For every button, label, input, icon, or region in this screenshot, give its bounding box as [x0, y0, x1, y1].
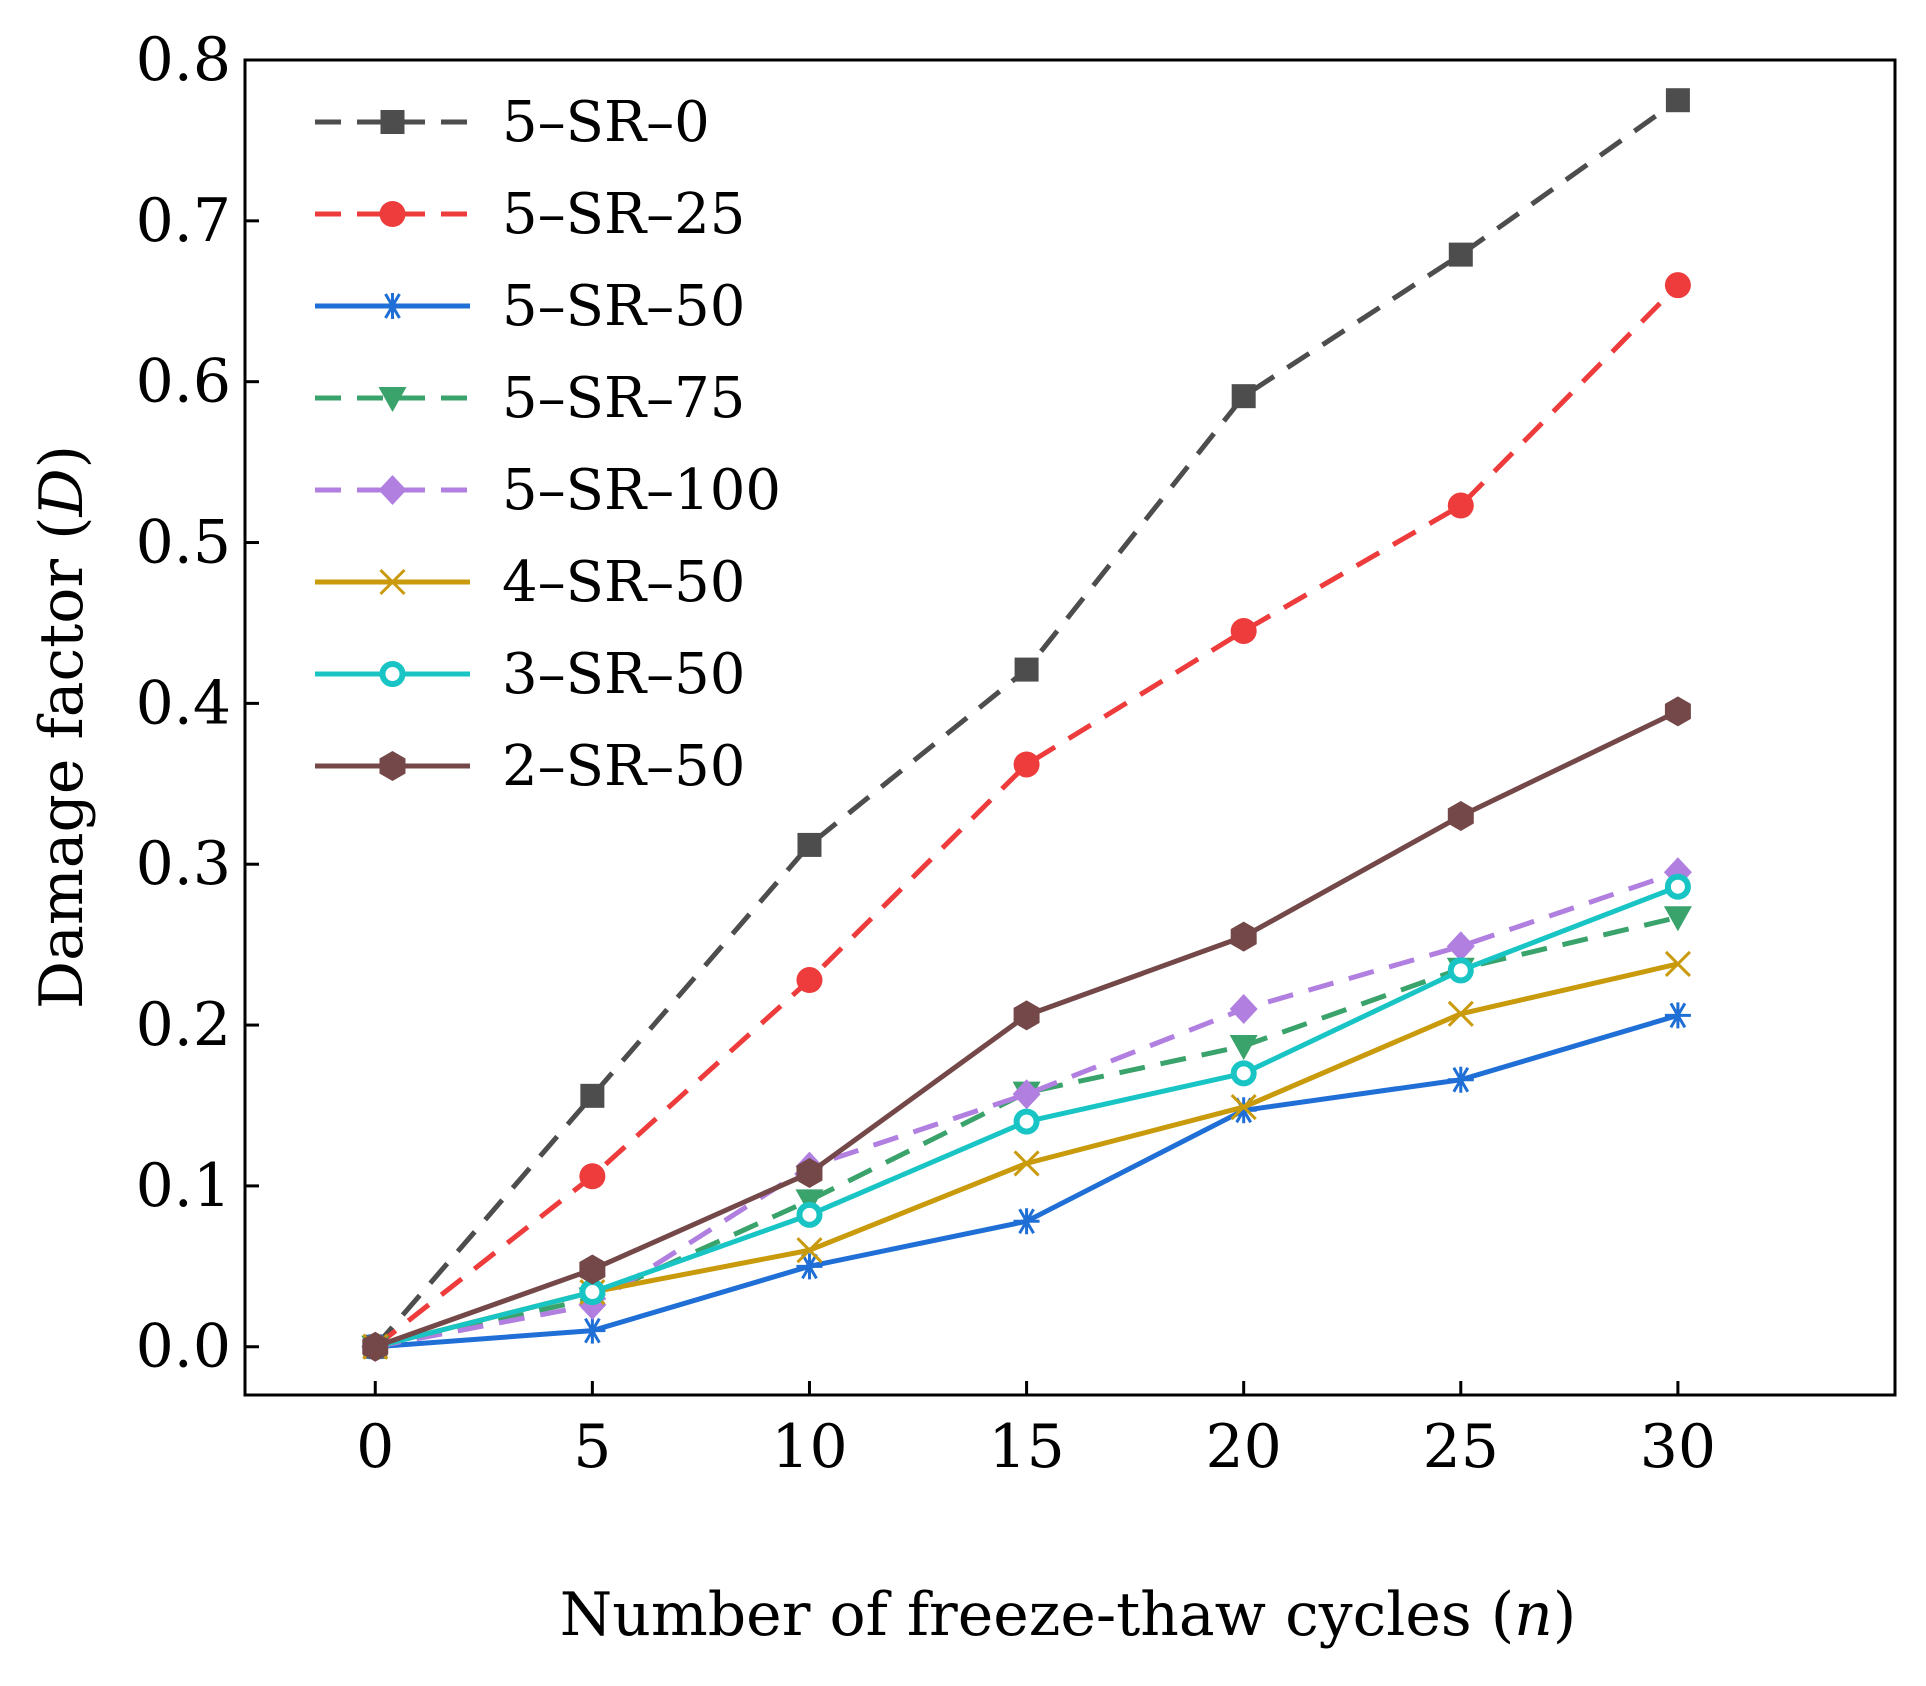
y-axis-ticks: 0.0 0.1 0.2 0.3 0.4 0.5 0.6 0.7 0.8 — [136, 25, 259, 1382]
data-point — [1447, 1000, 1474, 1027]
data-point — [1013, 1108, 1040, 1135]
data-point — [1230, 1094, 1257, 1121]
data-point — [796, 1237, 823, 1264]
data-point — [1230, 921, 1257, 952]
data-point — [1012, 1079, 1041, 1110]
x-tick-label: 25 — [1423, 1412, 1499, 1482]
y-tick-label: 0.7 — [136, 186, 231, 256]
data-point — [1447, 1066, 1474, 1093]
x-tick-label: 0 — [356, 1412, 394, 1482]
data-point — [1447, 492, 1474, 519]
data-point — [1664, 1002, 1691, 1029]
series-3-sr-50 — [362, 873, 1691, 1360]
data-point — [796, 1253, 823, 1280]
legend-label: 5–SR–75 — [502, 366, 745, 431]
legend-item-5-sr-75: 5–SR–75 — [315, 366, 745, 431]
data-point — [362, 1331, 389, 1362]
legend-swatch-marker — [379, 661, 406, 687]
data-point — [1665, 88, 1690, 113]
y-tick-label: 0.1 — [136, 1151, 231, 1221]
x-tick-label: 30 — [1640, 1412, 1716, 1482]
legend-label: 3–SR–50 — [502, 642, 745, 707]
data-point — [796, 1158, 823, 1189]
legend-swatch-marker — [379, 568, 406, 596]
y-tick-label: 0.8 — [136, 25, 231, 95]
data-point — [1664, 950, 1691, 978]
data-point — [797, 832, 822, 857]
y-tick-label: 0.6 — [136, 347, 231, 417]
legend-swatch-marker — [380, 110, 405, 134]
series-layer — [361, 88, 1692, 1362]
legend-item-3-sr-50: 3–SR–50 — [315, 642, 745, 707]
x-tick-label: 5 — [573, 1412, 611, 1482]
data-point — [579, 1279, 606, 1306]
data-point — [1447, 800, 1474, 831]
data-point — [1013, 751, 1040, 778]
data-point — [579, 1317, 606, 1344]
legend-label: 5–SR–50 — [502, 274, 745, 339]
legend-label: 4–SR–50 — [502, 550, 745, 615]
legend-swatch-marker — [379, 201, 406, 227]
legend: 5–SR–0 5–SR–25 5–SR–50 5–SR–75 5–SR–100 4–SR–… — [315, 90, 781, 799]
data-point — [1446, 931, 1475, 962]
y-axis-title-variable: D — [27, 468, 97, 517]
data-point — [1229, 1034, 1258, 1060]
legend-label: 2–SR–50 — [502, 734, 745, 799]
data-point — [1448, 242, 1473, 267]
legend-item-5-sr-100: 5–SR–100 — [315, 458, 781, 523]
data-point — [1229, 993, 1258, 1024]
y-axis-title-text: Damage factor — [27, 559, 97, 1009]
data-point — [1663, 906, 1692, 932]
y-axis-title: Damage factor (D) — [27, 445, 97, 1009]
legend-swatch-marker — [379, 751, 406, 781]
y-tick-label: 0.0 — [136, 1312, 231, 1382]
x-axis-ticks: 0 5 10 15 20 25 30 — [356, 1381, 1716, 1482]
y-tick-label: 0.2 — [136, 990, 231, 1060]
data-point — [1013, 1150, 1040, 1177]
series-2-sr-50 — [362, 696, 1691, 1362]
y-tick-label: 0.3 — [136, 829, 231, 899]
legend-label: 5–SR–0 — [502, 90, 710, 155]
data-point — [1013, 1208, 1040, 1235]
plot-frame — [243, 58, 1897, 1397]
data-point — [1231, 384, 1256, 409]
data-point — [1014, 657, 1039, 682]
legend-swatch-marker — [378, 387, 407, 412]
data-point — [1664, 696, 1691, 727]
x-axis-title: Number of freeze-thaw cycles (n) — [560, 1580, 1577, 1650]
data-point — [796, 967, 823, 994]
data-point — [1230, 617, 1257, 644]
data-point — [1230, 1097, 1257, 1124]
data-point — [1230, 1060, 1257, 1087]
data-point — [579, 1163, 606, 1190]
x-axis-title-variable: n — [1514, 1580, 1553, 1650]
data-point — [1664, 272, 1691, 299]
data-point — [796, 1201, 823, 1228]
legend-item-5-sr-25: 5–SR–25 — [315, 182, 745, 247]
x-axis-title-text: Number of freeze-thaw cycles — [560, 1580, 1472, 1650]
legend-label: 5–SR–25 — [502, 182, 745, 247]
data-point — [1013, 1000, 1040, 1031]
series-line — [373, 283, 1680, 1349]
x-tick-label: 20 — [1206, 1412, 1282, 1482]
x-tick-label: 15 — [988, 1412, 1064, 1482]
legend-swatch-marker — [379, 293, 406, 319]
data-point — [580, 1083, 605, 1108]
data-point — [1664, 873, 1691, 900]
y-tick-label: 0.5 — [136, 508, 231, 578]
legend-label: 5–SR–100 — [502, 458, 781, 523]
data-point — [1447, 957, 1474, 984]
data-point — [579, 1254, 606, 1285]
x-tick-label: 10 — [771, 1412, 847, 1482]
legend-item-4-sr-50: 4–SR–50 — [315, 550, 745, 615]
legend-item-2-sr-50: 2–SR–50 — [315, 734, 745, 799]
series-5-sr-25 — [362, 272, 1691, 1360]
legend-item-5-sr-0: 5–SR–0 — [315, 90, 710, 155]
legend-swatch-marker — [378, 475, 407, 505]
legend-item-5-sr-50: 5–SR–50 — [315, 274, 745, 339]
y-tick-label: 0.4 — [136, 668, 231, 738]
